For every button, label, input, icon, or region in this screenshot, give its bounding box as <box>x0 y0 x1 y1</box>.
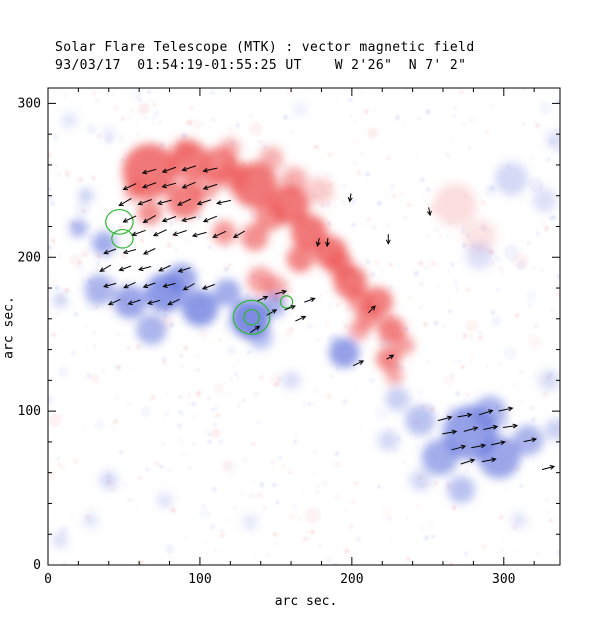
y-tick-label: 300 <box>18 96 41 111</box>
y-tick-label: 200 <box>18 250 41 265</box>
y-axis-label: arc sec. <box>1 296 17 359</box>
axes <box>47 87 561 566</box>
magnetogram-field <box>48 88 560 565</box>
field-vectors <box>99 165 556 471</box>
tick-marks <box>47 88 560 566</box>
x-tick-label: 200 <box>340 572 363 587</box>
x-tick-label: 300 <box>492 572 515 587</box>
plot-title: Solar Flare Telescope (MTK) : vector mag… <box>55 40 475 55</box>
flare-contours <box>105 208 294 335</box>
x-tick-label: 100 <box>188 572 211 587</box>
x-tick-label: 0 <box>44 572 52 587</box>
x-axis-label: arc sec. <box>274 594 338 609</box>
y-tick-label: 0 <box>33 558 41 573</box>
y-tick-label: 100 <box>18 404 41 419</box>
background-noise <box>48 88 560 565</box>
tick-labels: 0 100 200 300 0 100 200 300 <box>18 96 516 587</box>
plot-subtitle: 93/03/17 01:54:19-01:55:25 UT W 2'26" N … <box>55 58 467 73</box>
